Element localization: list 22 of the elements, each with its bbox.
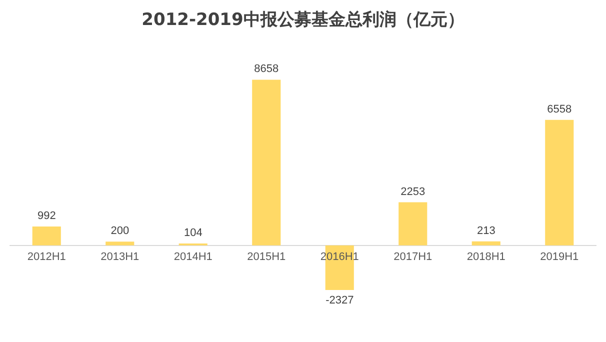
- bar: [32, 226, 61, 246]
- data-label: 213: [476, 224, 496, 237]
- x-tick-label: 2014H1: [174, 250, 212, 263]
- data-label: -2327: [326, 294, 354, 307]
- x-tick-label: 2019H1: [540, 250, 579, 263]
- bar: [472, 241, 500, 246]
- x-tick-label: 2015H1: [247, 250, 286, 263]
- x-tick-label: 2013H1: [100, 250, 140, 263]
- data-label: 6558: [547, 103, 572, 116]
- bar: [106, 242, 134, 246]
- data-label: 2253: [400, 186, 426, 198]
- data-label: 200: [110, 225, 130, 238]
- x-tick-label: 2012H1: [27, 250, 66, 263]
- data-label: 104: [184, 226, 202, 239]
- chart-title: 2012-2019中报公募基金总利润（亿元）: [140, 9, 466, 32]
- data-label: 8658: [254, 63, 279, 76]
- bar: [252, 80, 281, 246]
- data-label: 992: [37, 210, 56, 222]
- x-tick-label: 2018H1: [466, 250, 506, 263]
- bar: [398, 202, 428, 246]
- x-tick-label: 2017H1: [394, 250, 432, 263]
- bar: [545, 120, 574, 246]
